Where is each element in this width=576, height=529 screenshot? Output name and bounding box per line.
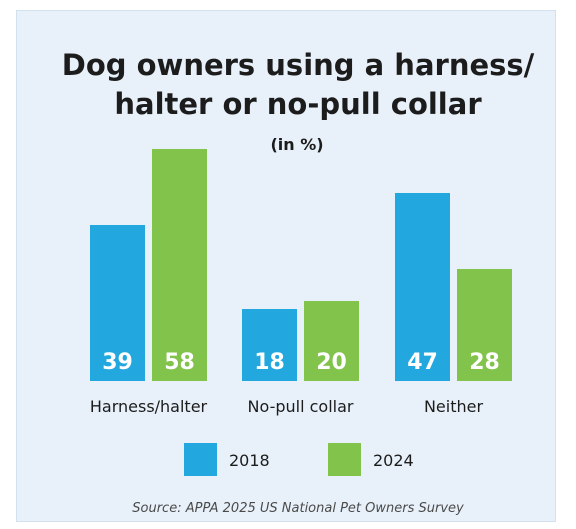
chart-title-line-1: Dog owners using a harness/ <box>62 48 535 82</box>
bar-value-label: 18 <box>254 350 285 375</box>
bar-value-label: 47 <box>407 350 438 375</box>
source-note: Source: APPA 2025 US National Pet Owners… <box>132 501 464 516</box>
bar-2018-1 <box>242 309 297 381</box>
legend-label: 2024 <box>373 451 414 470</box>
category-labels: Harness/halter No-pull collar Neither <box>90 397 484 416</box>
bar-value-label: 39 <box>102 350 133 375</box>
bar-2018-2 <box>395 193 450 381</box>
chart-subtitle: (in %) <box>270 135 323 154</box>
bars-group: 39 58 18 20 47 28 <box>90 149 512 381</box>
category-label: No-pull collar <box>248 397 354 416</box>
legend-swatch-2024 <box>328 443 361 476</box>
bar-value-label: 28 <box>469 350 500 375</box>
bar-2024-0 <box>152 149 207 381</box>
bar-2024-2 <box>457 269 512 381</box>
legend-swatch-2018 <box>184 443 217 476</box>
bar-2018-0 <box>90 225 145 381</box>
bar-value-label: 58 <box>164 350 195 375</box>
category-label: Harness/halter <box>90 397 208 416</box>
legend: 2018 2024 <box>184 443 414 476</box>
chart-title-line-2: halter or no-pull collar <box>114 87 482 121</box>
bar-value-label: 20 <box>316 350 347 375</box>
bar-2024-1 <box>304 301 359 381</box>
category-label: Neither <box>424 397 484 416</box>
legend-label: 2018 <box>229 451 270 470</box>
